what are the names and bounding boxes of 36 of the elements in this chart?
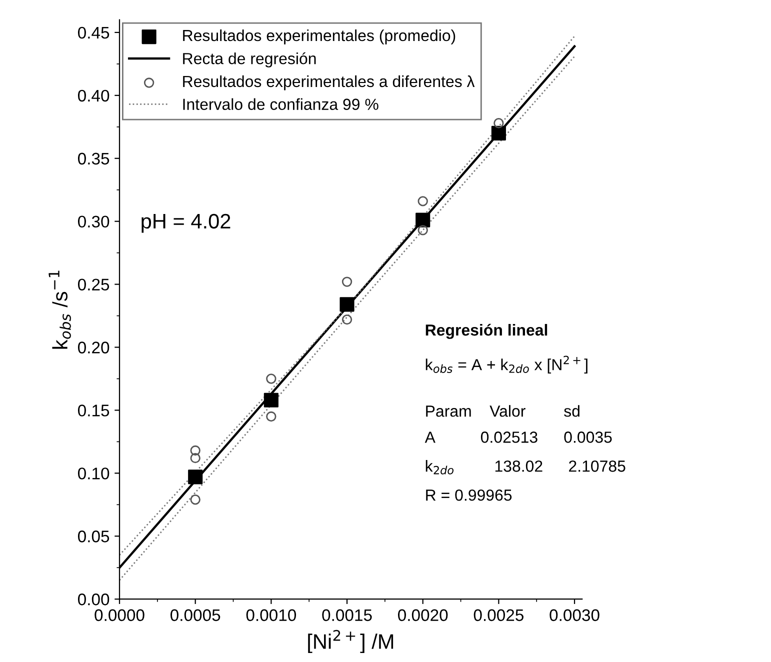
y-tick-label: 0.35 — [78, 152, 110, 165]
y-tick-label: 0.10 — [78, 468, 110, 480]
annotation: A — [424, 432, 436, 443]
annotation: 0.02513 — [480, 432, 538, 443]
annotation: 138.02 — [495, 460, 542, 472]
annotation: Regresión lineal — [426, 324, 548, 339]
y-tick-label: 0.00 — [78, 594, 110, 606]
x-axis-title: [Ni$^{2+}$] /M — [308, 630, 394, 654]
x-tick-label: 0.0025 — [474, 609, 524, 622]
y-tick-label: 0.40 — [78, 90, 110, 102]
y-tick-label: 0.15 — [78, 404, 110, 416]
legend-label: Intervalo de confianza 99 % — [183, 98, 378, 110]
legend-label: Resultados experimentales (promedio) — [183, 29, 456, 44]
y-tick-label: 0.45 — [78, 26, 110, 39]
legend-label: Recta de regresión — [183, 52, 316, 68]
x-tick-label: 0.0020 — [398, 609, 448, 622]
y-tick-label: 0.25 — [78, 278, 110, 291]
annotation: Param — [426, 406, 471, 417]
x-tick-label: 0.0000 — [94, 609, 144, 622]
annotation: 0.0035 — [564, 432, 612, 443]
x-tick-label: 0.0005 — [170, 609, 220, 622]
annotation: k$_{2do}$ — [426, 460, 454, 474]
annotation: R = 0.99965 — [426, 489, 512, 501]
annotation: k$_{obs}$ = A + k$_{2do}$ x [N$^{2+}$] — [426, 356, 588, 374]
annotation: sd — [564, 405, 580, 417]
x-tick-label: 0.0015 — [322, 609, 372, 622]
annotation: Valor — [490, 405, 526, 417]
x-tick-label: 0.0030 — [550, 609, 600, 622]
annotation: pH = 4.02 — [142, 214, 230, 233]
y-tick-label: 0.30 — [78, 216, 110, 228]
y-axis-title: k$_{obs}$ /s$^{−1}$ — [48, 270, 71, 349]
y-tick-label: 0.20 — [78, 342, 110, 354]
x-tick-label: 0.0010 — [246, 609, 296, 622]
legend-label: Resultados experimentales a diferentes λ — [183, 75, 475, 90]
annotation: 2.10785 — [569, 460, 626, 472]
y-tick-label: 0.05 — [78, 530, 110, 542]
